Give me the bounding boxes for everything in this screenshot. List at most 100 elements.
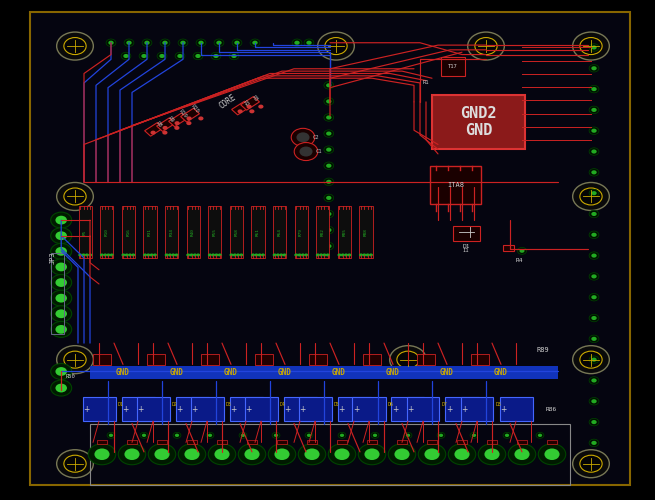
Circle shape xyxy=(326,254,329,256)
Text: +: + xyxy=(461,405,468,414)
Bar xyxy=(100,206,113,258)
Circle shape xyxy=(64,351,86,368)
Circle shape xyxy=(216,40,221,45)
Circle shape xyxy=(217,254,221,256)
Bar xyxy=(392,398,424,421)
Circle shape xyxy=(455,448,470,460)
Circle shape xyxy=(365,254,369,256)
Circle shape xyxy=(103,254,107,256)
Circle shape xyxy=(572,182,609,210)
Text: +: + xyxy=(245,405,252,414)
Text: +: + xyxy=(446,405,453,414)
Circle shape xyxy=(294,142,318,160)
Circle shape xyxy=(305,432,313,438)
Circle shape xyxy=(206,432,214,438)
Circle shape xyxy=(589,439,599,446)
Text: +: + xyxy=(231,405,236,414)
Circle shape xyxy=(297,254,301,256)
Circle shape xyxy=(57,32,94,60)
Circle shape xyxy=(394,448,409,460)
Circle shape xyxy=(591,274,597,278)
Circle shape xyxy=(591,212,597,216)
Text: D7: D7 xyxy=(442,402,448,407)
Circle shape xyxy=(589,168,599,176)
Text: JP3: JP3 xyxy=(49,252,55,264)
Circle shape xyxy=(50,380,71,396)
Circle shape xyxy=(274,434,278,437)
Circle shape xyxy=(301,254,305,256)
Circle shape xyxy=(388,444,416,465)
Bar xyxy=(445,398,479,421)
Circle shape xyxy=(214,54,219,58)
Text: GND: GND xyxy=(440,368,454,377)
Circle shape xyxy=(291,128,315,146)
Circle shape xyxy=(580,351,602,368)
Circle shape xyxy=(344,254,348,256)
Text: D1: D1 xyxy=(462,244,470,248)
Circle shape xyxy=(591,87,597,91)
Circle shape xyxy=(589,272,599,280)
Text: R64: R64 xyxy=(278,228,282,236)
Text: R86: R86 xyxy=(545,407,557,412)
Bar xyxy=(430,166,481,203)
Text: R55: R55 xyxy=(213,228,217,236)
Circle shape xyxy=(591,150,597,154)
Circle shape xyxy=(591,66,597,70)
Circle shape xyxy=(294,254,298,256)
Circle shape xyxy=(180,40,186,45)
Circle shape xyxy=(591,232,597,237)
Circle shape xyxy=(232,39,242,46)
Circle shape xyxy=(168,254,172,256)
Circle shape xyxy=(589,356,599,364)
Bar xyxy=(181,108,200,122)
Circle shape xyxy=(589,398,599,405)
Circle shape xyxy=(153,254,157,256)
Circle shape xyxy=(173,432,181,438)
Bar xyxy=(201,354,219,365)
Bar xyxy=(367,440,377,444)
Bar xyxy=(299,398,331,421)
Bar xyxy=(145,122,164,136)
Circle shape xyxy=(155,448,170,460)
Text: +: + xyxy=(407,405,413,414)
Bar xyxy=(432,95,525,149)
Circle shape xyxy=(178,444,206,465)
Text: CORE: CORE xyxy=(218,93,238,111)
Bar xyxy=(229,398,263,421)
Text: D1: D1 xyxy=(118,402,124,407)
Circle shape xyxy=(56,216,67,224)
Circle shape xyxy=(141,54,147,58)
Circle shape xyxy=(316,254,320,256)
Bar xyxy=(208,206,221,258)
Circle shape xyxy=(160,39,170,46)
Circle shape xyxy=(50,274,71,290)
Circle shape xyxy=(326,196,331,200)
Circle shape xyxy=(589,106,599,114)
Circle shape xyxy=(64,38,86,54)
Circle shape xyxy=(175,254,179,256)
Text: R19: R19 xyxy=(178,108,188,119)
Circle shape xyxy=(178,39,188,46)
Circle shape xyxy=(50,244,71,260)
Circle shape xyxy=(439,434,443,437)
Circle shape xyxy=(589,148,599,156)
Text: R61: R61 xyxy=(256,228,260,236)
Circle shape xyxy=(50,322,71,338)
Circle shape xyxy=(50,290,71,306)
Text: D8: D8 xyxy=(496,402,502,407)
Circle shape xyxy=(341,254,345,256)
Circle shape xyxy=(126,40,132,45)
Circle shape xyxy=(57,346,94,374)
Circle shape xyxy=(589,64,599,72)
Text: GND: GND xyxy=(116,368,130,377)
Circle shape xyxy=(326,164,331,168)
Bar xyxy=(247,440,257,444)
Circle shape xyxy=(591,191,597,195)
Text: ITA8: ITA8 xyxy=(447,182,464,188)
Circle shape xyxy=(572,32,609,60)
Circle shape xyxy=(64,188,86,205)
Circle shape xyxy=(57,182,94,210)
Bar xyxy=(168,113,187,126)
Circle shape xyxy=(196,254,200,256)
Circle shape xyxy=(50,364,71,380)
